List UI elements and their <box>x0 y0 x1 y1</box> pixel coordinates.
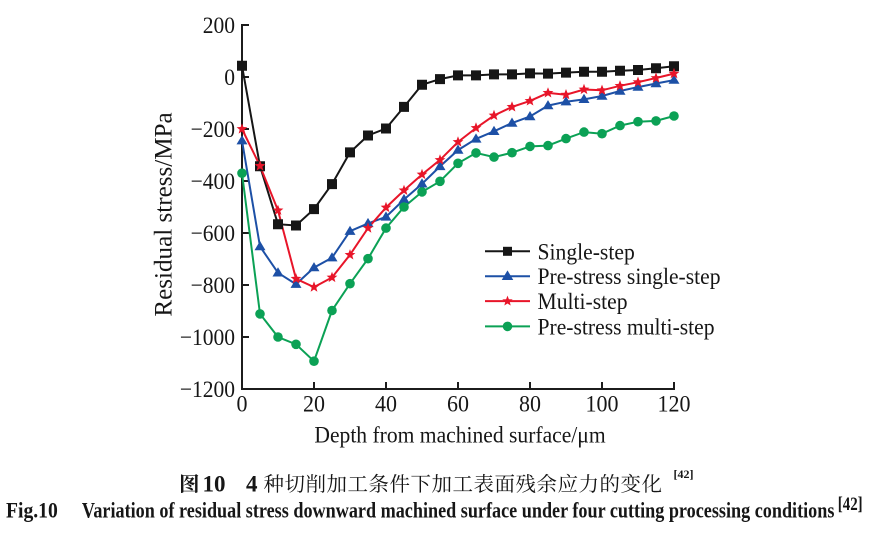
svg-text:[42]: [42] <box>674 467 694 481</box>
svg-text:20: 20 <box>303 391 325 417</box>
svg-text:Single-step: Single-step <box>538 239 635 265</box>
svg-text:0: 0 <box>224 64 235 90</box>
svg-text:Pre-stress multi-step: Pre-stress multi-step <box>538 314 715 340</box>
svg-text:Pre-stress single-step: Pre-stress single-step <box>538 264 721 290</box>
svg-text:Fig.10: Fig.10 <box>6 497 58 523</box>
svg-text:120: 120 <box>658 391 691 417</box>
svg-text:200: 200 <box>203 12 235 38</box>
svg-text:−400: −400 <box>191 168 235 194</box>
svg-text:−600: −600 <box>191 220 235 246</box>
svg-text:[42]: [42] <box>838 493 863 514</box>
svg-text:−1200: −1200 <box>180 376 235 402</box>
svg-text:60: 60 <box>447 391 469 417</box>
svg-text:Variation of residual stress d: Variation of residual stress downward ma… <box>82 499 835 523</box>
svg-text:Multi-step: Multi-step <box>538 288 628 314</box>
svg-text:−1000: −1000 <box>180 324 235 350</box>
svg-text:4: 4 <box>246 471 258 496</box>
svg-text:Depth from machined surface/μm: Depth from machined surface/μm <box>314 422 606 448</box>
svg-text:40: 40 <box>375 391 397 417</box>
svg-text:10: 10 <box>203 471 226 496</box>
svg-text:−800: −800 <box>191 272 235 298</box>
svg-text:Residual stress/MPa: Residual stress/MPa <box>149 112 177 316</box>
svg-text:100: 100 <box>586 391 619 417</box>
svg-text:−200: −200 <box>191 116 235 142</box>
svg-text:80: 80 <box>519 391 541 417</box>
svg-text:0: 0 <box>237 391 248 417</box>
